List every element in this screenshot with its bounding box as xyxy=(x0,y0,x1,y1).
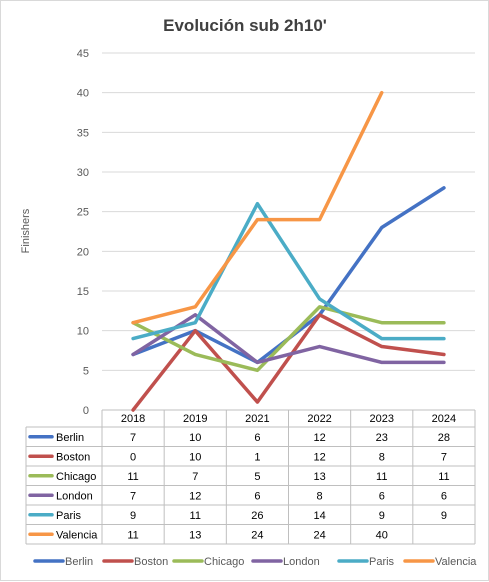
table-cell-value: 7 xyxy=(130,432,136,444)
table-cell-value: 24 xyxy=(313,529,325,541)
y-tick-label: 35 xyxy=(77,127,89,139)
table-cell-value: 7 xyxy=(130,490,136,502)
category-label: 2018 xyxy=(121,413,145,425)
y-tick-label: 10 xyxy=(77,326,89,338)
table-cell-value: 7 xyxy=(192,471,198,483)
table-series-name: Valencia xyxy=(56,529,98,541)
table-cell-value: 8 xyxy=(317,490,323,502)
series-line-paris xyxy=(131,201,446,341)
table-cell-value: 12 xyxy=(313,432,325,444)
table-cell-value: 23 xyxy=(376,432,388,444)
category-label: 2023 xyxy=(370,413,394,425)
y-axis-ticks: 0 5 10 15 20 25 30 35 40 45 xyxy=(77,48,89,417)
table-cell-value: 9 xyxy=(441,510,447,522)
series-line-boston xyxy=(131,313,446,412)
table-cell-value: 10 xyxy=(189,451,201,463)
legend-label: Valencia xyxy=(435,556,477,568)
table-cell-value: 7 xyxy=(441,451,447,463)
table-cell-value: 13 xyxy=(313,471,325,483)
table-cell-value: 9 xyxy=(130,510,136,522)
table-cell-value: 11 xyxy=(127,471,138,483)
legend-label: London xyxy=(283,556,320,568)
category-label: 2021 xyxy=(245,413,269,425)
chart-title: Evolución sub 2h10' xyxy=(163,16,327,35)
series-lines xyxy=(131,90,446,412)
table-cell-value: 6 xyxy=(379,490,385,502)
table-cell-value: 40 xyxy=(376,529,388,541)
y-tick-label: 45 xyxy=(77,48,89,60)
table-series-name: London xyxy=(56,490,93,502)
y-tick-label: 25 xyxy=(77,207,89,219)
y-tick-label: 20 xyxy=(77,246,89,258)
legend-label: Berlin xyxy=(65,556,93,568)
table-cell-value: 1 xyxy=(254,451,260,463)
y-tick-label: 30 xyxy=(77,167,89,179)
series-line-chicago xyxy=(131,305,446,373)
series-line-london xyxy=(131,313,446,365)
legend-label: Chicago xyxy=(204,556,244,568)
table-cell-value: 10 xyxy=(189,432,201,444)
category-label: 2022 xyxy=(307,413,331,425)
legend-label: Boston xyxy=(134,556,168,568)
table-cell-value: 9 xyxy=(379,510,385,522)
y-tick-label: 15 xyxy=(77,286,89,298)
series-line-valencia xyxy=(131,90,384,325)
y-axis-label: Finishers xyxy=(20,208,32,253)
table-cell-value: 11 xyxy=(376,471,387,483)
legend: Berlin Boston Chicago London Paris Valencia xyxy=(33,556,477,568)
table-cell-value: 6 xyxy=(254,490,260,502)
y-tick-label: 40 xyxy=(77,88,89,100)
category-label: 2024 xyxy=(432,413,456,425)
table-cell-value: 24 xyxy=(251,529,263,541)
table-series-name: Paris xyxy=(56,510,82,522)
table-cell-value: 11 xyxy=(190,510,201,522)
table-series-name: Boston xyxy=(56,451,90,463)
table-cell-value: 26 xyxy=(251,510,263,522)
table-cell-value: 14 xyxy=(313,510,325,522)
table-cell-value: 0 xyxy=(130,451,136,463)
table-cell-value: 5 xyxy=(254,471,260,483)
table-series-name: Chicago xyxy=(56,471,96,483)
table-cell-value: 12 xyxy=(313,451,325,463)
table-cell-value: 11 xyxy=(127,529,138,541)
table-cell-value: 6 xyxy=(254,432,260,444)
category-label: 2019 xyxy=(183,413,207,425)
y-tick-label: 5 xyxy=(83,365,89,377)
table-cell-value: 6 xyxy=(441,490,447,502)
table-series-name: Berlin xyxy=(56,432,84,444)
table-cell-value: 28 xyxy=(438,432,450,444)
y-tick-label: 0 xyxy=(83,405,89,417)
table-cell-value: 12 xyxy=(189,490,201,502)
table-cell-value: 11 xyxy=(438,471,449,483)
table-cell-value: 8 xyxy=(379,451,385,463)
legend-label: Paris xyxy=(369,556,395,568)
table-cell-value: 13 xyxy=(189,529,201,541)
